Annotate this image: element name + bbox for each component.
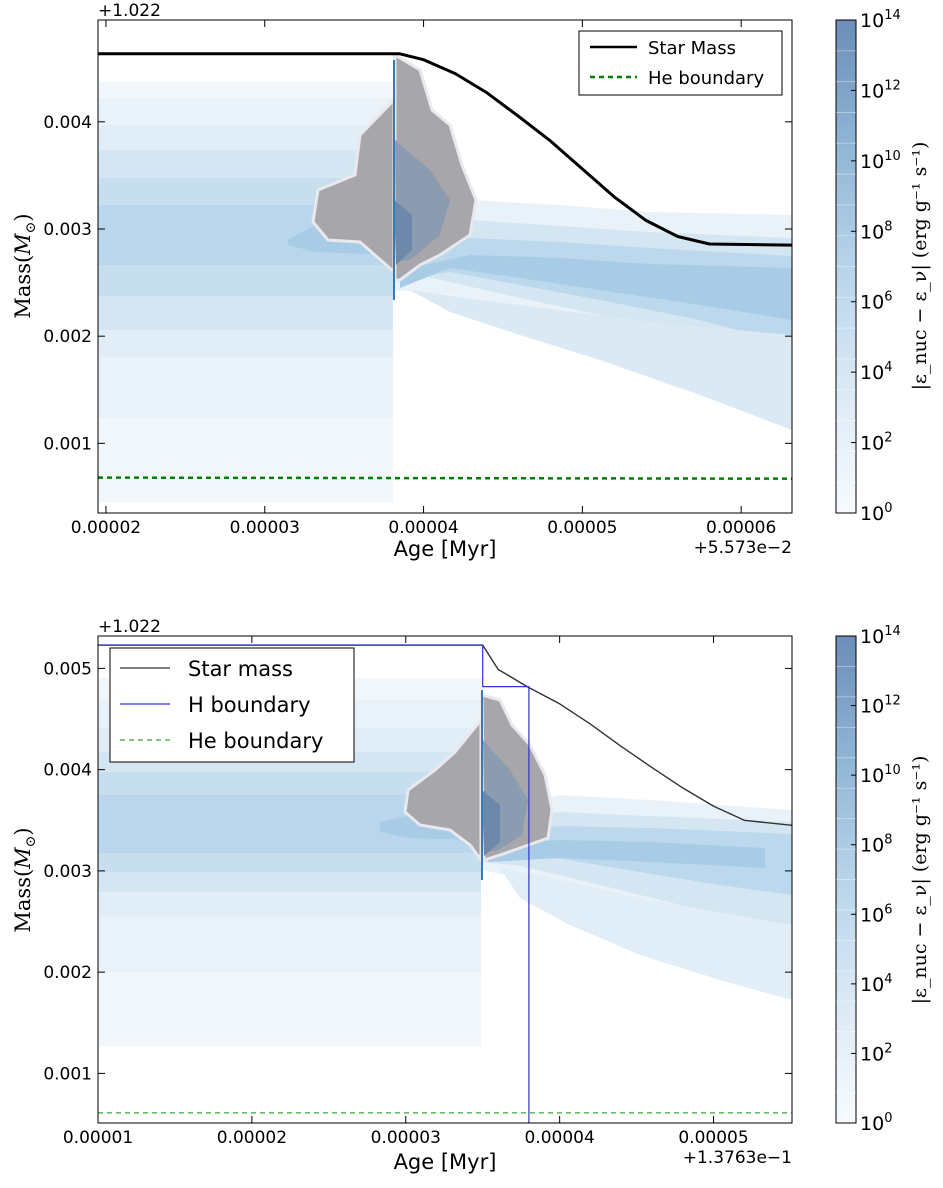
- burn-band: [488, 840, 765, 868]
- y-axis-label-bottom: Mass(M⊙): [11, 827, 39, 932]
- x-tick-label: 0.00001: [63, 1128, 133, 1148]
- legend-box: [578, 30, 783, 96]
- y-axis-label-top: Mass(M⊙): [11, 213, 39, 318]
- series-line-star-mass: [98, 52, 792, 247]
- x-tick-label: 0.00002: [71, 518, 141, 538]
- y-tick-label: 0.005: [43, 659, 92, 679]
- flash-region: [482, 790, 500, 856]
- x-tick-label: 0.00002: [217, 1128, 287, 1148]
- colorbar-tick-label: 1010: [860, 149, 901, 173]
- colorbar-tick-label: 1012: [860, 78, 901, 102]
- colorbar-gradient: [835, 19, 857, 514]
- colorbar-tick-label: 102: [860, 1041, 892, 1065]
- x-tick-label: 0.00003: [230, 518, 300, 538]
- legend-top: Star Mass He boundary: [578, 30, 783, 96]
- flash-region: [403, 715, 483, 865]
- burn-band: [400, 255, 792, 320]
- legend-bottom: Star mass H boundary He boundary: [109, 647, 355, 763]
- colorbar-tick-label: 1010: [860, 763, 901, 787]
- colorbar-label-bottom: |ε_nuc − ε_ν| (erg g⁻¹ s⁻¹): [909, 756, 931, 1005]
- legend-box: [109, 647, 355, 763]
- y-tick-label: 0.003: [43, 862, 92, 882]
- colorbar-tick-label: 104: [860, 972, 892, 996]
- axes-bottom: 0.00001 0.00002 0.00003 0.00004 0.00005 0.001…: [43, 636, 792, 1148]
- series-line-star-mass: [98, 644, 792, 826]
- y-tick-label: 0.002: [43, 327, 92, 347]
- colorbar-bottom: 100 102 104 106 108 1010 1012 1014: [835, 624, 901, 1135]
- colorbar-tick-label: 108: [860, 833, 892, 857]
- legend-label-he-boundary: He boundary: [188, 729, 323, 753]
- plot-frame-top: [97, 19, 793, 514]
- colorbar-tick-label: 1012: [860, 694, 901, 718]
- legend-label-star-mass: Star mass: [188, 657, 293, 681]
- x-tick-label: 0.00006: [706, 518, 776, 538]
- flash-region: [394, 200, 412, 265]
- colorbar-tick-label: 102: [860, 431, 892, 455]
- colorbar-tick-label: 100: [860, 1111, 892, 1135]
- colorbar-tick-label: 104: [860, 360, 892, 384]
- y-tick-label: 0.001: [43, 1064, 92, 1084]
- legend-label-he-boundary: He boundary: [648, 68, 764, 89]
- panel-bottom: 0.00001 0.00002 0.00003 0.00004 0.00005 0.001…: [11, 617, 793, 1174]
- x-offset-label-bottom: +1.3763e−1: [683, 1148, 792, 1168]
- colorbar-tick-label: 100: [860, 501, 892, 525]
- x-tick-label: 0.00004: [524, 1128, 594, 1148]
- x-tick-label: 0.00004: [388, 518, 458, 538]
- series-layer-bottom: [98, 644, 792, 1123]
- series-line-h-boundary: [98, 644, 530, 1123]
- y-tick-label: 0.004: [43, 113, 92, 133]
- burn-band: [410, 290, 792, 430]
- colorbar-tick-label: 108: [860, 219, 892, 243]
- x-tick-label: 0.00005: [547, 518, 617, 538]
- x-axis-label-top: Age [Myr]: [394, 537, 497, 561]
- colorbar-top: 100 102 104 106 108 1010 1012 1014: [835, 8, 901, 525]
- colorbar-tick-label: 1014: [860, 8, 901, 32]
- plot-frame-bottom: [97, 635, 793, 1124]
- series-line-he-boundary: [98, 476, 792, 480]
- y-tick-label: 0.001: [43, 434, 92, 454]
- axes-top: 0.00002 0.00003 0.00004 0.00005 0.00006 0.001…: [43, 20, 792, 538]
- y-offset-label-bottom: +1.022: [98, 617, 161, 637]
- y-tick-label: 0.004: [43, 761, 92, 781]
- legend-label-star-mass: Star Mass: [648, 38, 736, 59]
- colorbar-tick-label: 1014: [860, 624, 901, 648]
- heatmap-top: [98, 52, 792, 503]
- x-tick-label: 0.00003: [371, 1128, 441, 1148]
- colorbar-tick-label: 106: [860, 290, 892, 314]
- colorbar-gradient: [835, 635, 857, 1124]
- x-tick-label: 0.00005: [678, 1128, 748, 1148]
- y-offset-label-top: +1.022: [98, 1, 161, 21]
- y-tick-label: 0.002: [43, 963, 92, 983]
- y-tick-label: 0.003: [43, 220, 92, 240]
- x-axis-label-bottom: Age [Myr]: [394, 1150, 497, 1174]
- legend-label-h-boundary: H boundary: [188, 693, 311, 717]
- x-offset-label-top: +5.573e−2: [694, 538, 792, 558]
- panel-top: 0.00002 0.00003 0.00004 0.00005 0.00006 0.001…: [11, 1, 793, 561]
- burn-band: [500, 868, 792, 1000]
- series-layer-top: [98, 52, 792, 480]
- colorbar-tick-label: 106: [860, 902, 892, 926]
- colorbar-label-top: |ε_nuc − ε_ν| (erg g⁻¹ s⁻¹): [909, 142, 931, 391]
